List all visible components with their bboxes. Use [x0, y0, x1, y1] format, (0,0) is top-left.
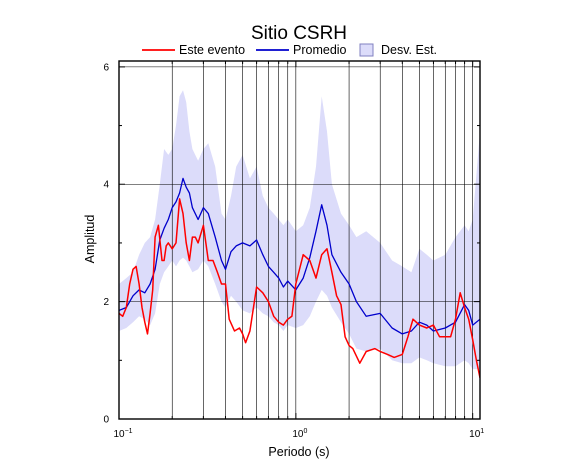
grid-layer [118, 61, 480, 419]
x-tick-label: 101 [469, 428, 484, 440]
legend-label: Este evento [179, 43, 245, 57]
legend-item-average: Promedio [256, 43, 347, 57]
legend-label: Promedio [293, 43, 347, 57]
legend-item-event: Este evento [142, 43, 245, 57]
legend: Este evento Promedio Desv. Est. [142, 43, 437, 57]
plot-frame [118, 60, 481, 420]
y-tick-label: 2 [103, 297, 109, 308]
legend-item-band: Desv. Est. [359, 43, 437, 57]
y-axis-label: Amplitud [83, 215, 97, 264]
average-line [119, 177, 480, 335]
band-layer [119, 90, 480, 370]
legend-label: Desv. Est. [381, 43, 437, 57]
tick-layer: 0 2 4 6 10−1 100 101 [103, 61, 484, 440]
x-tick-label: 10−1 [113, 428, 132, 440]
legend-swatch [359, 43, 374, 57]
line-layer [119, 177, 480, 379]
x-tick-label: 100 [292, 428, 307, 440]
x-axis-label: Periodo (s) [268, 445, 329, 459]
y-tick-label: 0 [103, 415, 109, 426]
y-tick-label: 4 [103, 180, 109, 191]
plot-area: 0 2 4 6 10−1 100 101 [103, 60, 484, 440]
event-line [119, 198, 480, 379]
y-tick-label: 6 [103, 62, 109, 73]
chart-title: Sitio CSRH [251, 23, 347, 44]
std-dev-band [119, 90, 480, 370]
